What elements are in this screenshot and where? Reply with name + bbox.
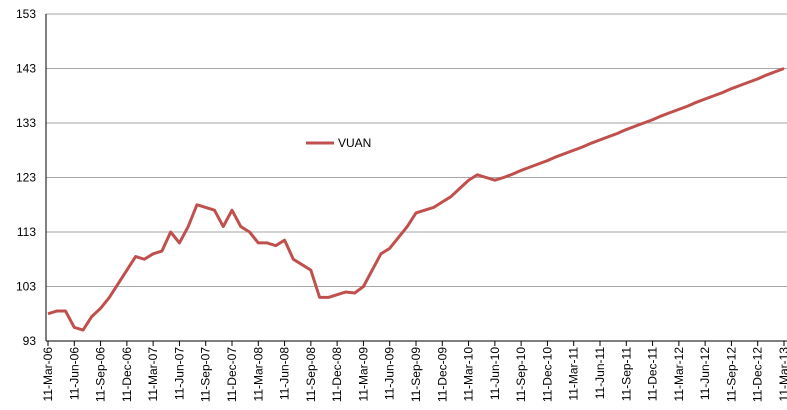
x-tick-label: 11-Mar-12 <box>672 347 686 402</box>
x-tick-label: 11-Jun-12 <box>698 347 712 400</box>
x-tick-label: 11-Sep-11 <box>619 347 633 402</box>
x-tick-label: 11-Jun-06 <box>67 347 81 400</box>
x-tick-label: 11-Dec-12 <box>751 347 765 402</box>
x-tick-label: 11-Mar-13 <box>777 347 787 402</box>
y-tick-label: 153 <box>16 7 36 21</box>
x-tick-label: 11-Dec-08 <box>330 347 344 402</box>
x-tick-label: 11-Dec-11 <box>646 347 660 402</box>
y-tick-label: 143 <box>16 62 36 76</box>
y-tick-label: 113 <box>17 225 36 239</box>
x-tick-label: 11-Jun-09 <box>383 347 397 400</box>
x-tick-label: 11-Mar-06 <box>41 347 55 402</box>
x-tick-label: 11-Dec-06 <box>120 347 134 402</box>
x-tick-label: 11-Mar-08 <box>251 347 265 402</box>
y-tick-label: 93 <box>23 334 37 348</box>
x-tick-label: 11-Dec-10 <box>540 347 554 402</box>
x-tick-label: 11-Jun-08 <box>278 347 292 400</box>
y-tick-label: 103 <box>16 280 36 294</box>
x-tick-label: 11-Sep-06 <box>94 347 108 402</box>
x-tick-label: 11-Mar-10 <box>462 347 476 402</box>
x-tick-label: 11-Mar-11 <box>567 347 581 401</box>
x-tick-label: 11-Sep-10 <box>514 347 528 402</box>
x-tick-label: 11-Sep-12 <box>724 347 738 402</box>
y-tick-label: 133 <box>16 116 36 130</box>
x-tick-label: 11-Jun-07 <box>172 347 186 400</box>
x-tick-label: 11-Mar-07 <box>146 347 160 402</box>
x-tick-label: 11-Sep-07 <box>199 347 213 402</box>
x-tick-label: 11-Sep-08 <box>304 347 318 402</box>
x-tick-label: 11-Sep-09 <box>409 347 423 402</box>
y-tick-label: 123 <box>16 171 36 185</box>
x-tick-label: 11-Jun-11 <box>593 347 607 400</box>
line-series <box>47 67 785 332</box>
x-tick-label: 11-Dec-07 <box>225 347 239 402</box>
x-tick-label: 11-Dec-09 <box>435 347 449 402</box>
legend-label: VUAN <box>338 136 371 150</box>
x-tick-label: 11-Jun-10 <box>488 347 502 400</box>
x-tick-label: 11-Mar-09 <box>356 347 370 402</box>
